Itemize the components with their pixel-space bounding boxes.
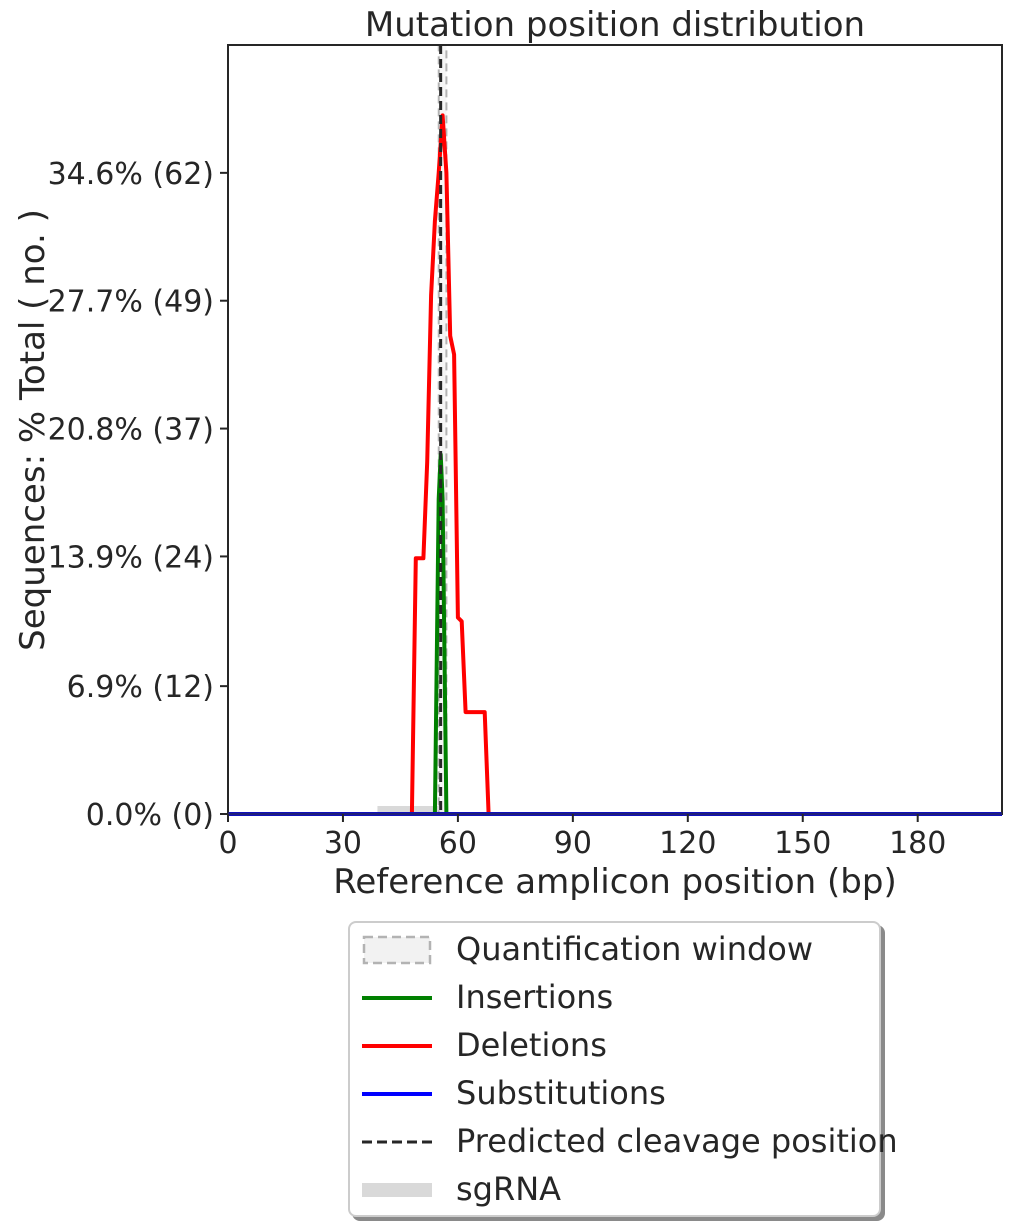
y-tick-label: 13.9% (24) xyxy=(48,540,214,575)
legend-label: sgRNA xyxy=(456,1170,562,1208)
sgrna-swatch xyxy=(362,1183,432,1197)
legend-label: Quantification window xyxy=(456,930,814,968)
chart-title: Mutation position distribution xyxy=(365,5,865,45)
predicted-cleavage-swatch xyxy=(362,1140,432,1144)
x-tick-label: 180 xyxy=(889,826,946,861)
plot-frame xyxy=(227,44,1003,815)
y-tick-label: 6.9% (12) xyxy=(67,670,214,705)
substitutions-swatch xyxy=(362,1092,432,1096)
legend-item-predicted-cleavage: Predicted cleavage position xyxy=(350,1119,898,1165)
y-axis-label: Sequences: % Total ( no. ) xyxy=(13,209,53,651)
legend-item-insertions: Insertions xyxy=(350,975,879,1021)
legend-item-substitutions: Substitutions xyxy=(350,1071,879,1117)
x-tick-label: 60 xyxy=(439,826,477,861)
y-tick-label: 0.0% (0) xyxy=(86,798,214,833)
legend-label: Predicted cleavage position xyxy=(456,1122,898,1160)
x-tick-label: 150 xyxy=(774,826,831,861)
legend-item-quantification-window: Quantification window xyxy=(350,927,879,973)
legend-label: Insertions xyxy=(456,978,614,1016)
legend-item-deletions: Deletions xyxy=(350,1023,879,1069)
y-tick-label: 27.7% (49) xyxy=(48,285,214,320)
legend-label: Deletions xyxy=(456,1026,607,1064)
mutation-position-chart: Mutation position distribution Sequences… xyxy=(13,5,1003,902)
legend: Quantification window Insertions Deletio… xyxy=(348,921,898,1217)
deletions-swatch xyxy=(362,1044,432,1048)
insertions-line xyxy=(228,452,1002,816)
x-tick-label: 90 xyxy=(554,826,592,861)
x-axis-label: Reference amplicon position (bp) xyxy=(333,862,896,902)
quantification-window-swatch xyxy=(362,935,432,965)
x-tick-label: 0 xyxy=(218,826,237,861)
x-tick-label: 30 xyxy=(324,826,362,861)
y-tick-label: 20.8% (37) xyxy=(48,413,214,448)
deletions-line xyxy=(228,113,1002,816)
x-tick-label: 120 xyxy=(659,826,716,861)
y-tick-label: 34.6% (62) xyxy=(48,157,214,192)
legend-item-sgrna: sgRNA xyxy=(350,1167,879,1213)
insertions-swatch xyxy=(362,996,432,1000)
legend-label: Substitutions xyxy=(456,1074,666,1112)
